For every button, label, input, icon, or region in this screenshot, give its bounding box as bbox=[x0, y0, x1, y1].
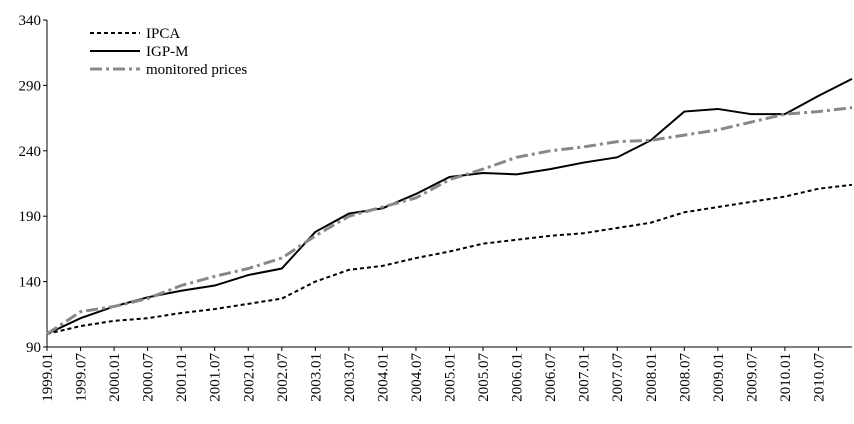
x-tick-label: 1999.07 bbox=[74, 353, 90, 402]
legend-label: monitored prices bbox=[146, 62, 247, 78]
y-tick-label: 90 bbox=[26, 340, 41, 356]
y-tick-label: 140 bbox=[19, 275, 42, 291]
x-tick-label: 2000.07 bbox=[141, 353, 157, 402]
x-tick-label: 2000.01 bbox=[107, 353, 123, 402]
y-tick-label: 240 bbox=[19, 144, 42, 160]
x-tick-label: 2009.01 bbox=[711, 353, 727, 402]
x-tick-label: 2010.01 bbox=[778, 353, 794, 402]
x-tick-label: 2008.07 bbox=[677, 353, 693, 402]
x-tick-label: 2004.07 bbox=[409, 353, 425, 402]
x-tick-label: 1999.01 bbox=[40, 353, 56, 402]
x-tick-label: 2002.07 bbox=[275, 353, 291, 402]
x-tick-label: 2008.01 bbox=[644, 353, 660, 402]
series-line bbox=[46, 106, 853, 336]
x-tick-label: 2007.01 bbox=[577, 353, 593, 402]
series-line bbox=[46, 77, 853, 335]
x-tick-label: 2004.01 bbox=[375, 353, 391, 402]
x-tick-label: 2001.01 bbox=[174, 353, 190, 402]
x-tick-label: 2009.07 bbox=[744, 353, 760, 402]
x-tick-label: 2003.07 bbox=[342, 353, 358, 402]
legend-label: IPCA bbox=[146, 26, 180, 42]
x-tick-label: 2010.07 bbox=[811, 353, 827, 402]
x-tick-label: 2006.07 bbox=[543, 353, 559, 402]
x-tick-label: 2005.01 bbox=[443, 353, 459, 402]
x-tick-label: 2003.01 bbox=[308, 353, 324, 402]
legend-label: IGP-M bbox=[146, 44, 189, 60]
x-tick-label: 2001.07 bbox=[208, 353, 224, 402]
x-tick-label: 2002.01 bbox=[241, 353, 257, 402]
x-tick-label: 2007.07 bbox=[610, 353, 626, 402]
y-tick-label: 190 bbox=[19, 209, 42, 225]
y-tick-label: 290 bbox=[19, 78, 42, 94]
series-line bbox=[46, 183, 853, 335]
x-tick-label: 2006.01 bbox=[510, 353, 526, 402]
x-tick-label: 2005.07 bbox=[476, 353, 492, 402]
y-tick-label: 340 bbox=[19, 13, 42, 29]
